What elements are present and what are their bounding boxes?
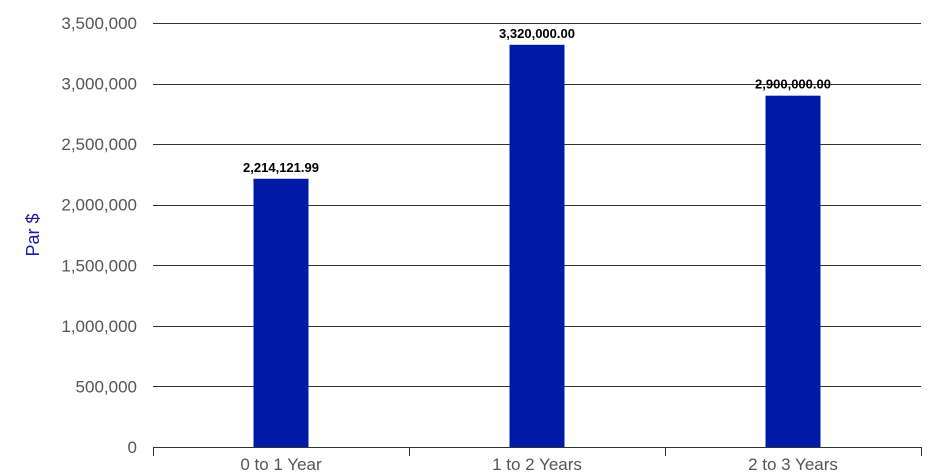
x-tick-label: 0 to 1 Year: [240, 455, 322, 473]
data-label: 2,214,121.99: [243, 160, 319, 175]
data-labels: 2,214,121.99 3,320,000.00 2,900,000.00: [243, 26, 831, 175]
y-tick-label: 3,500,000: [61, 14, 137, 33]
y-tick-label: 1,000,000: [61, 317, 137, 336]
bar: [509, 44, 565, 447]
y-tick-label: 500,000: [76, 377, 137, 396]
bars: [253, 44, 821, 447]
data-label: 3,320,000.00: [499, 26, 575, 41]
x-tick-label: 1 to 2 Years: [492, 455, 582, 473]
y-tick-label: 1,500,000: [61, 256, 137, 275]
y-axis-title: Par $: [23, 213, 43, 256]
y-tick-label: 2,000,000: [61, 196, 137, 215]
y-tick-label: 2,500,000: [61, 135, 137, 154]
bar: [765, 95, 821, 447]
y-tick-label: 0: [128, 438, 137, 457]
x-tick-label: 2 to 3 Years: [748, 455, 838, 473]
y-axis-tick-labels: 0 500,000 1,000,000 1,500,000 2,000,000 2,500…: [61, 14, 137, 457]
bar: [253, 178, 309, 447]
y-tick-label: 3,000,000: [61, 75, 137, 94]
data-label: 2,900,000.00: [755, 77, 831, 92]
x-axis: 0 to 1 Year 1 to 2 Years 2 to 3 Years: [153, 447, 922, 473]
